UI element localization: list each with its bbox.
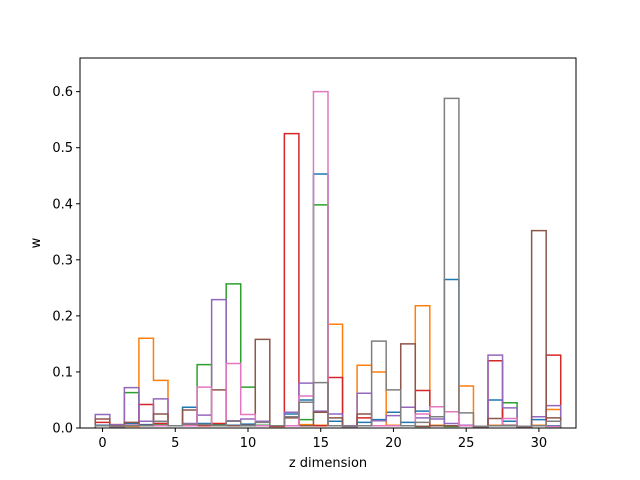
series-5-step-line: [94, 229, 562, 428]
x-axis-label: z dimension: [289, 456, 367, 471]
x-tick-label: 25: [458, 436, 475, 451]
x-tick-label: 15: [312, 436, 329, 451]
x-tick-label: 0: [98, 436, 106, 451]
y-tick-label: 0.1: [52, 365, 73, 380]
y-axis-label: w: [29, 237, 44, 248]
series-7-step-line: [94, 97, 562, 428]
y-tick-label: 0.6: [52, 85, 73, 100]
plot-frame: [79, 57, 577, 429]
x-tick-label: 30: [531, 436, 548, 451]
y-tick-label: 0.4: [52, 197, 73, 212]
x-tick-label: 20: [385, 436, 402, 451]
x-tick-label: 5: [171, 436, 179, 451]
y-tick-label: 0.5: [52, 141, 73, 156]
x-tick-label: 10: [240, 436, 257, 451]
y-tick-label: 0.0: [52, 422, 73, 437]
y-tick-label: 0.2: [52, 309, 73, 324]
series-layer: [94, 90, 562, 428]
tick-layer: 0 5 10 15 20 25 30 0.0 0.1 0.2 0.3 0.4 0.5 0.6: [52, 85, 547, 451]
y-tick-label: 0.3: [52, 253, 73, 268]
